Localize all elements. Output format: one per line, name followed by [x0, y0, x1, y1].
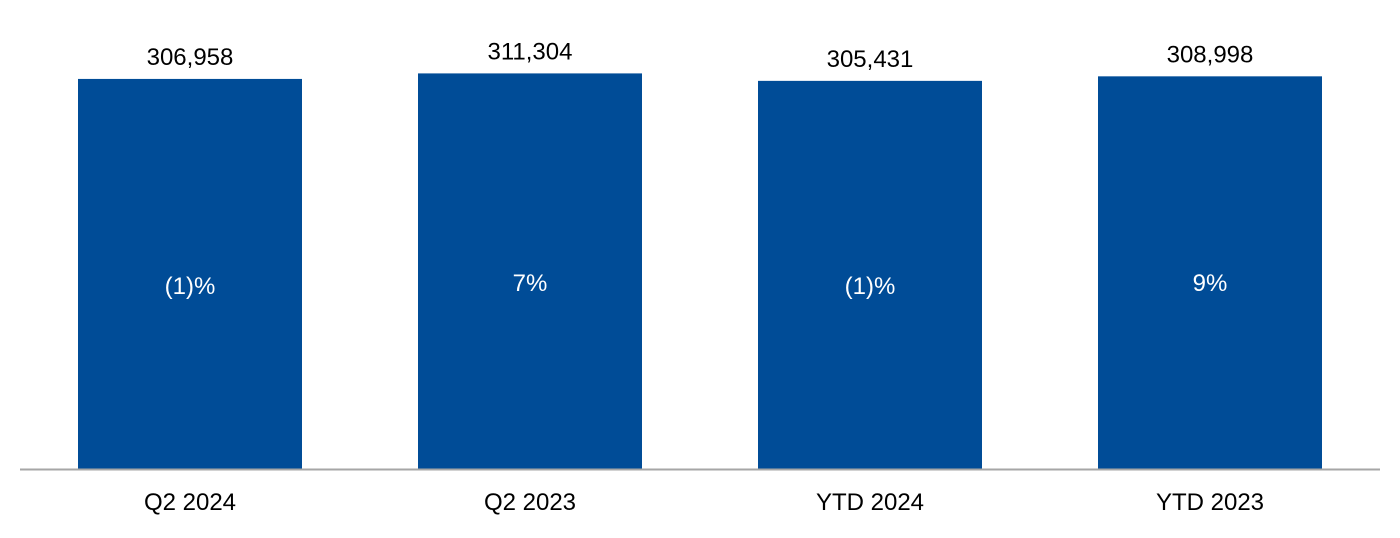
change-label-q2-2024: (1)%	[165, 273, 216, 300]
bar-q2-2023	[418, 73, 642, 470]
value-label-ytd-2023: 308,998	[1167, 41, 1254, 68]
x-tick-labels-group: Q2 2024 Q2 2023 YTD 2024 YTD 2023	[144, 489, 1264, 516]
bar-q2-2024	[78, 78, 302, 469]
change-label-ytd-2024: (1)%	[845, 273, 896, 300]
change-label-q2-2023: 7%	[513, 270, 548, 297]
x-tick-label-ytd-2023: YTD 2023	[1156, 489, 1264, 516]
bar-ytd-2023	[1098, 76, 1322, 470]
value-labels-group: 306,958 311,304 305,431 308,998	[147, 38, 1254, 72]
value-label-q2-2024: 306,958	[147, 44, 234, 71]
bar-ytd-2024	[758, 80, 982, 470]
x-tick-label-q2-2024: Q2 2024	[144, 489, 236, 516]
value-label-ytd-2024: 305,431	[827, 46, 914, 73]
bars-group	[78, 73, 1322, 470]
change-label-ytd-2023: 9%	[1193, 270, 1228, 297]
x-tick-label-ytd-2024: YTD 2024	[816, 489, 924, 516]
value-label-q2-2023: 311,304	[488, 38, 573, 65]
change-labels-group: (1)% 7% (1)% 9%	[165, 270, 1228, 300]
x-tick-label-q2-2023: Q2 2023	[484, 489, 576, 516]
